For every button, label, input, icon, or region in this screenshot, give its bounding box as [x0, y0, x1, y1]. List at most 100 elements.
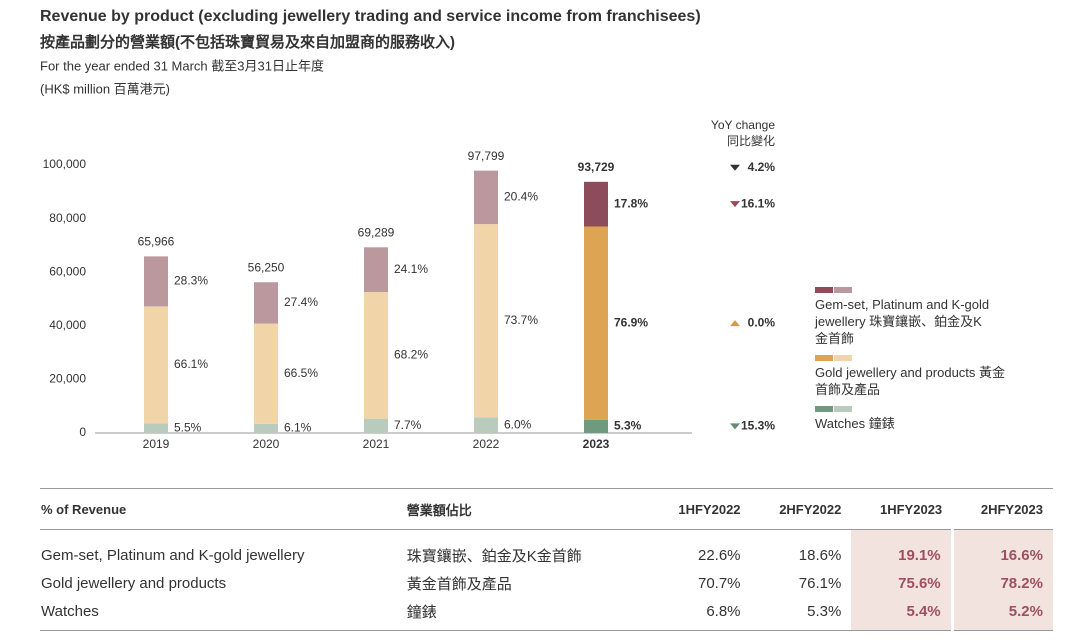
- total-label: 93,729: [578, 160, 615, 174]
- yoy-label: 4.2%: [748, 160, 776, 174]
- table-cell: 5.2%: [952, 597, 1053, 631]
- yoy-arrow: [730, 201, 740, 208]
- total-label: 97,799: [468, 149, 505, 163]
- value-label: 5.3%: [614, 419, 642, 433]
- x-tick-label: 2021: [363, 437, 390, 451]
- table-header-cell: 1HFY2022: [649, 488, 751, 530]
- y-tick-label: 40,000: [49, 318, 86, 332]
- bar-segment: [254, 423, 278, 433]
- table-cell: 70.7%: [697, 574, 741, 592]
- x-tick-label: 2020: [253, 437, 280, 451]
- yoy-arrow: [730, 320, 740, 327]
- legend-label: Gem-set, Platinum and K-gold jewellery 珠…: [815, 297, 990, 346]
- table-cell: 5.3%: [750, 597, 852, 631]
- table-row: Gold jewellery and products 黃金首飾及產品 70.7% 7…: [40, 569, 1053, 597]
- bar-segment: [364, 418, 388, 433]
- legend-swatch: [815, 287, 833, 293]
- value-label: 66.5%: [284, 366, 318, 380]
- legend-swatch: [815, 355, 833, 361]
- value-label: 6.0%: [504, 417, 532, 431]
- value-label: 7.7%: [394, 418, 422, 432]
- legend-swatch: [834, 287, 852, 293]
- table-cell: 18.6%: [798, 546, 842, 564]
- table-row: Gem-set, Platinum and K-gold jewellery 珠寶…: [40, 529, 1053, 569]
- revenue-table: % of Revenue 營業額佔比 1HFY2022 2HFY2022 1HFY202…: [40, 488, 1053, 631]
- bar-segment: [474, 170, 498, 225]
- table-cell: 76.1%: [798, 574, 842, 592]
- value-label: 66.1%: [174, 357, 208, 371]
- total-label: 69,289: [358, 225, 395, 239]
- table-cell: 黃金首飾及產品: [406, 575, 512, 593]
- table-cell: 鐘錶: [405, 597, 650, 631]
- x-tick-label: 2019: [143, 437, 170, 451]
- table-cell: 78.2%: [952, 569, 1053, 597]
- value-label: 28.3%: [174, 274, 208, 288]
- yoy-arrow: [730, 164, 740, 171]
- table-header-cell: 營業額佔比: [405, 488, 650, 530]
- table-cell: 75.6%: [851, 569, 954, 597]
- y-tick-label: 100,000: [43, 157, 87, 171]
- bar-segment: [584, 181, 608, 227]
- table-cell: Gold jewellery and products: [41, 574, 227, 592]
- legend-swatch: [834, 355, 852, 361]
- bar-segment: [254, 323, 278, 424]
- bar-segment: [254, 282, 278, 324]
- table-cell: 16.6%: [952, 529, 1053, 569]
- value-label: 20.4%: [504, 190, 538, 204]
- chart-subtitle: 按產品劃分的營業額(不包括珠寶貿易及來自加盟商的服務收入): [40, 33, 455, 51]
- yoy-label: 16.1%: [741, 196, 775, 210]
- table-row: Watches 鐘錶 6.8% 5.3% 5.4% 5.2%: [40, 597, 1053, 631]
- bar-segment: [364, 247, 388, 293]
- bar-segment: [584, 226, 608, 420]
- yoy-title: YoY change: [711, 118, 775, 132]
- legend-label: Watches 鐘錶: [815, 416, 895, 431]
- table-header-cell: 1HFY2023: [851, 488, 953, 530]
- bar-segment: [584, 419, 608, 433]
- chart-title: Revenue by product (excluding jewellery …: [40, 8, 701, 25]
- bar-segment: [144, 423, 168, 433]
- x-tick-label: 2023: [583, 437, 610, 451]
- table-cell: 19.1%: [851, 529, 954, 569]
- total-label: 56,250: [248, 260, 285, 274]
- y-tick-label: 20,000: [49, 372, 86, 386]
- table-header-cell: % of Revenue: [40, 488, 406, 530]
- table-header-cell: 2HFY2022: [750, 488, 852, 530]
- table-cell: 5.4%: [851, 597, 954, 631]
- total-label: 65,966: [138, 234, 175, 248]
- y-tick-label: 80,000: [49, 211, 86, 225]
- value-label: 68.2%: [394, 348, 428, 362]
- value-label: 24.1%: [394, 262, 428, 276]
- table-cell: Watches: [40, 597, 406, 631]
- value-label: 6.1%: [284, 421, 312, 435]
- yoy-label: 0.0%: [748, 315, 776, 329]
- legend-swatch: [815, 406, 833, 412]
- bar-segment: [364, 292, 388, 419]
- legend-swatch: [834, 406, 852, 412]
- value-label: 76.9%: [614, 315, 648, 329]
- y-tick-label: 60,000: [49, 264, 86, 278]
- x-tick-label: 2022: [473, 437, 500, 451]
- unit: (HK$ million 百萬港元): [40, 81, 170, 96]
- chart: Revenue by product (excluding jewellery …: [40, 8, 852, 451]
- table-header-row: % of Revenue 營業額佔比 1HFY2022 2HFY2022 1HFY202…: [40, 488, 1053, 530]
- yoy-title-cn: 同比變化: [727, 133, 775, 148]
- legend-label: Gold jewellery and products 黃金首飾及產品: [815, 365, 1006, 397]
- value-label: 5.5%: [174, 420, 202, 434]
- value-label: 17.8%: [614, 196, 648, 210]
- table-cell: 珠寶鑲嵌、鉑金及K金首飾: [406, 547, 582, 565]
- bar-segment: [144, 306, 168, 424]
- value-label: 27.4%: [284, 295, 318, 309]
- y-tick-label: 0: [79, 425, 86, 439]
- yoy-arrow: [730, 423, 740, 430]
- table-cell: 22.6%: [697, 546, 741, 564]
- yoy-label: 15.3%: [741, 419, 775, 433]
- bar-segment: [474, 224, 498, 418]
- value-label: 73.7%: [504, 313, 538, 327]
- table-header-cell: 2HFY2023: [952, 488, 1053, 530]
- table-cell: Gem-set, Platinum and K-gold jewellery: [41, 546, 305, 564]
- bar-segment: [144, 256, 168, 307]
- bar-segment: [474, 417, 498, 433]
- table-cell: 6.8%: [649, 597, 751, 631]
- period: For the year ended 31 March 截至3月31日止年度: [40, 58, 324, 73]
